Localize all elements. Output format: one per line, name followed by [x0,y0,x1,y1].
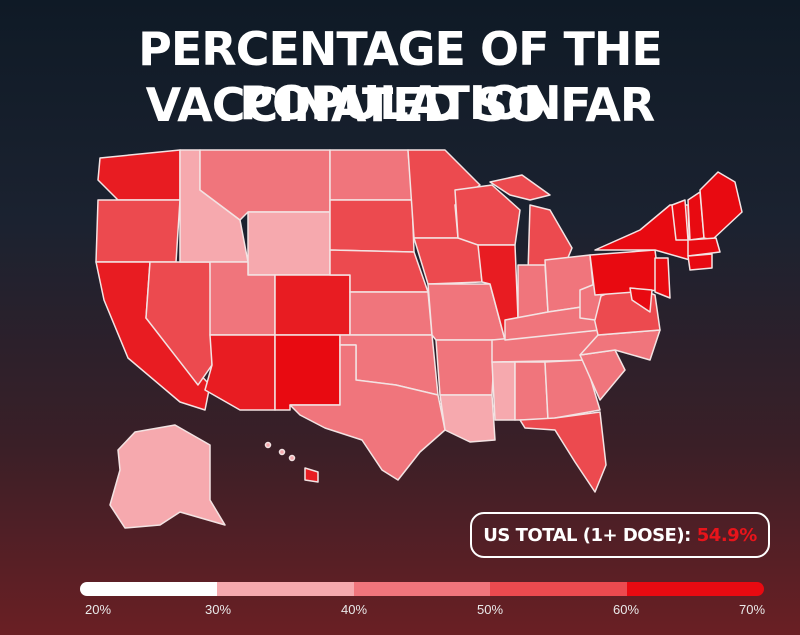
legend-tick: 60% [612,602,640,617]
legend-band-60-70 [627,582,764,596]
map-title-line-2: VACCINATED SO FAR [145,78,656,132]
state-new-mexico [274,334,341,411]
state-maryland [629,287,653,313]
state-wyoming [247,211,331,276]
state-florida [519,411,607,493]
us-total-box: US TOTAL (1+ DOSE): 54.9% [470,512,770,558]
state-iowa [413,237,483,285]
us-total-value: 54.9% [696,524,757,546]
legend-band-40-50 [353,582,491,596]
legend-tick: 20% [84,602,112,617]
us-total-label: US TOTAL (1+ DOSE): [483,524,691,546]
state-georgia [544,359,601,421]
state-kansas [349,291,433,336]
state-north-dakota [329,149,413,201]
state-south-dakota [329,199,415,253]
legend-ticks: 20% 30% 40% 50% 60% 70% [0,602,800,622]
hawaii-island-3 [288,454,296,462]
map-title-line-1: PERCENTAGE OF THE POPULATION [138,22,663,130]
state-indiana [517,264,549,319]
state-oregon [95,199,181,263]
state-alabama [514,361,549,421]
legend-band-30-40 [216,582,354,596]
legend-tick: 50% [476,602,504,617]
state-louisiana [439,394,496,443]
state-hawaii [304,467,319,483]
state-maine [699,171,743,241]
state-alaska [109,424,226,529]
state-connecticut-rhode-island [687,253,713,271]
legend-tick: 30% [204,602,232,617]
legend-band-50-60 [490,582,628,596]
state-michigan-upper [489,174,551,201]
hawaii-island-2 [278,448,286,456]
state-colorado [274,274,351,336]
state-arkansas [435,339,496,396]
state-pennsylvania [589,249,661,296]
state-mississippi [491,361,516,421]
state-new-jersey [654,257,671,299]
color-legend-bar [80,582,764,596]
state-washington [97,149,181,201]
state-massachusetts [687,237,721,257]
legend-tick: 40% [340,602,368,617]
hawaii-island-1 [264,441,272,449]
state-arizona [204,334,276,411]
legend-band-20-30 [80,582,217,596]
legend-tick: 70% [738,602,766,617]
